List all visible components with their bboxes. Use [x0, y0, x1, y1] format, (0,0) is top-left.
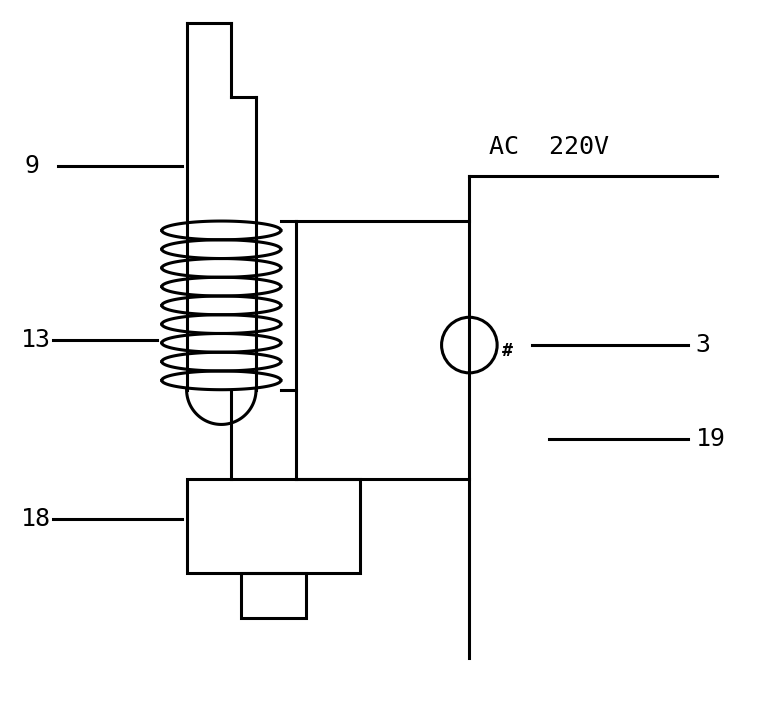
Text: 18: 18	[21, 507, 51, 531]
Bar	[186, 479, 360, 573]
Bar	[241, 573, 306, 618]
Text: 13: 13	[21, 328, 51, 352]
Text: #: #	[502, 342, 513, 360]
Text: 19: 19	[695, 427, 726, 451]
Text: AC  220V: AC 220V	[489, 134, 609, 158]
Text: 9: 9	[25, 155, 40, 178]
Text: 3: 3	[695, 333, 711, 357]
